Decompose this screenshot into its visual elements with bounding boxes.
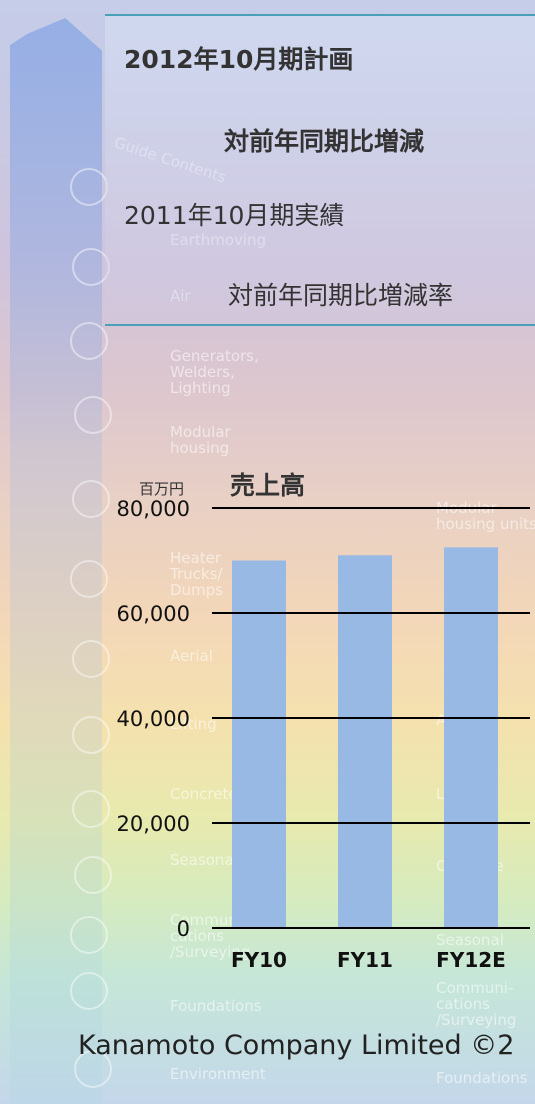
- equipment-icon: [74, 396, 112, 434]
- background-label: cations: [170, 927, 224, 945]
- bar-fy10: [232, 560, 286, 928]
- background-label: Communi-: [436, 979, 514, 997]
- y-tick-label: 20,000: [117, 812, 190, 836]
- yoy-change-rate-label: 対前年同期比増減率: [228, 281, 454, 310]
- equipment-icon: [70, 322, 108, 360]
- equipment-icon: [74, 1050, 112, 1088]
- background-label: Aerial: [170, 647, 213, 665]
- actual-label: 2011年10月期実績: [124, 201, 345, 230]
- background-label: Welders,: [170, 363, 235, 381]
- background-label: housing: [170, 439, 230, 457]
- copyright-footer: Kanamoto Company Limited ©2: [78, 1030, 515, 1061]
- equipment-icon: [72, 790, 110, 828]
- background-label: Seasonal: [436, 931, 504, 949]
- background-label: /Surveying: [170, 943, 251, 961]
- x-tick-label: FY11: [337, 948, 393, 972]
- header-top-rule: [105, 14, 535, 16]
- header-bottom-rule: [105, 324, 535, 326]
- yoy-change-label: 対前年同期比増減: [224, 127, 425, 156]
- y-axis-unit: 百万円: [139, 480, 185, 498]
- y-tick-label: 60,000: [117, 602, 190, 626]
- background-label: Environment: [170, 1065, 266, 1083]
- y-tick-label: 80,000: [117, 497, 190, 521]
- bar-fy12e: [444, 547, 498, 928]
- background-label: Trucks/: [170, 565, 223, 583]
- background-label: Foundations: [170, 997, 262, 1015]
- background-label: /Surveying: [436, 1011, 517, 1029]
- x-tick-label: FY10: [231, 948, 287, 972]
- equipment-icon: [72, 480, 110, 518]
- equipment-icon: [74, 856, 112, 894]
- background-label: Generators,: [170, 347, 259, 365]
- background-label: cations: [436, 995, 490, 1013]
- equipment-icon: [72, 716, 110, 754]
- x-tick-label: FY12E: [436, 948, 506, 972]
- header-band: [105, 14, 535, 326]
- background-label: housing units: [436, 515, 535, 533]
- y-tick-label: 40,000: [117, 707, 190, 731]
- background-label: Modular: [170, 423, 231, 441]
- bar-fy11: [338, 555, 392, 928]
- background-label: Lighting: [170, 379, 231, 397]
- background-label: Concrete: [170, 785, 238, 803]
- background-label: Heater: [170, 549, 221, 567]
- equipment-icon: [70, 916, 108, 954]
- y-tick-label: 0: [177, 917, 190, 941]
- equipment-icon: [70, 560, 108, 598]
- equipment-icon: [72, 640, 110, 678]
- equipment-icon: [70, 972, 108, 1010]
- background-label: Seasonal: [170, 851, 238, 869]
- background-label: Communi-: [170, 911, 248, 929]
- plan-label: 2012年10月期計画: [124, 45, 354, 74]
- chart-title: 売上高: [230, 471, 306, 500]
- background-label: Dumps: [170, 581, 224, 599]
- background-label: Lifting: [170, 715, 217, 733]
- background-label: Foundations: [436, 1069, 528, 1087]
